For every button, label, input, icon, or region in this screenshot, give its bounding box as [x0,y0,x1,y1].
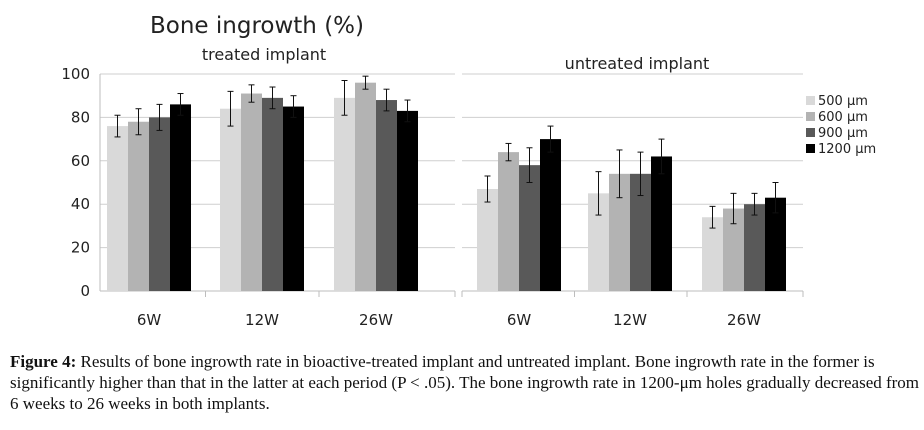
x-tick-label-panel2-2: 26W [727,311,761,329]
y-tick-label-0: 0 [80,282,90,300]
bar-panel1-26W-2 [376,100,397,291]
legend-label-0: 500 μm [818,94,868,109]
bar-panel1-12W-1 [241,93,262,291]
legend-swatch-1 [806,112,815,121]
legend-label-1: 600 μm [818,110,868,125]
caption-label: Figure 4: [10,352,77,371]
bar-panel2-6W-2 [519,165,540,291]
legend-swatch-2 [806,128,815,137]
caption-text: Results of bone ingrowth rate in bioacti… [10,352,920,413]
bar-panel1-26W-0 [334,97,355,292]
bar-panel1-26W-1 [355,82,376,292]
legend-label-3: 1200 μm [818,142,876,157]
x-tick-label-panel1-2: 26W [359,311,393,329]
y-tick-label-40: 40 [71,195,90,213]
bar-panel1-6W-3 [170,104,191,291]
bar-panel2-26W-2 [744,204,765,291]
y-tick-label-20: 20 [71,239,90,257]
legend-label-2: 900 μm [818,126,868,141]
bar-panel2-6W-1 [498,152,519,291]
x-tick-label-panel2-0: 6W [507,311,532,329]
bar-panel2-12W-2 [630,173,651,291]
panel-subtitle-1: treated implant [202,45,326,64]
bar-panel2-6W-3 [540,139,561,291]
bar-panel1-6W-1 [128,121,149,292]
bar-panel2-12W-0 [588,193,609,291]
legend-swatch-3 [806,144,815,153]
bar-chart-canvas: 6W 12W 26W treated implant Bone ingrowth (%)… [61,13,876,329]
y-tick-label-80: 80 [71,108,90,126]
bar-panel2-12W-1 [609,173,630,291]
bar-panel1-6W-2 [149,117,170,292]
bar-panel2-26W-1 [723,208,744,291]
bar-panel2-6W-0 [477,189,498,291]
panel-subtitle-2: untreated implant [565,54,710,73]
chart-title: Bone ingrowth (%) [150,13,364,39]
bar-panel2-12W-3 [651,156,672,291]
bone-ingrowth-figure: 6W 12W 26W treated implant Bone ingrowth (%)… [61,13,876,329]
bar-panel2-26W-3 [765,197,786,291]
x-tick-label-panel1-0: 6W [137,311,162,329]
bar-panel2-26W-0 [702,217,723,291]
bar-panel1-6W-0 [107,126,128,291]
bar-panel1-12W-0 [220,108,241,291]
figure-caption: Figure 4: Results of bone ingrowth rate … [10,351,922,414]
x-tick-label-panel1-1: 12W [245,311,279,329]
x-tick-label-panel2-1: 12W [613,311,647,329]
y-tick-label-100: 100 [61,65,90,83]
bar-panel1-12W-2 [262,97,283,292]
bar-panel1-26W-3 [397,110,418,291]
bar-panel1-12W-3 [283,106,304,291]
y-tick-label-60: 60 [71,152,90,170]
legend-swatch-0 [806,96,815,105]
